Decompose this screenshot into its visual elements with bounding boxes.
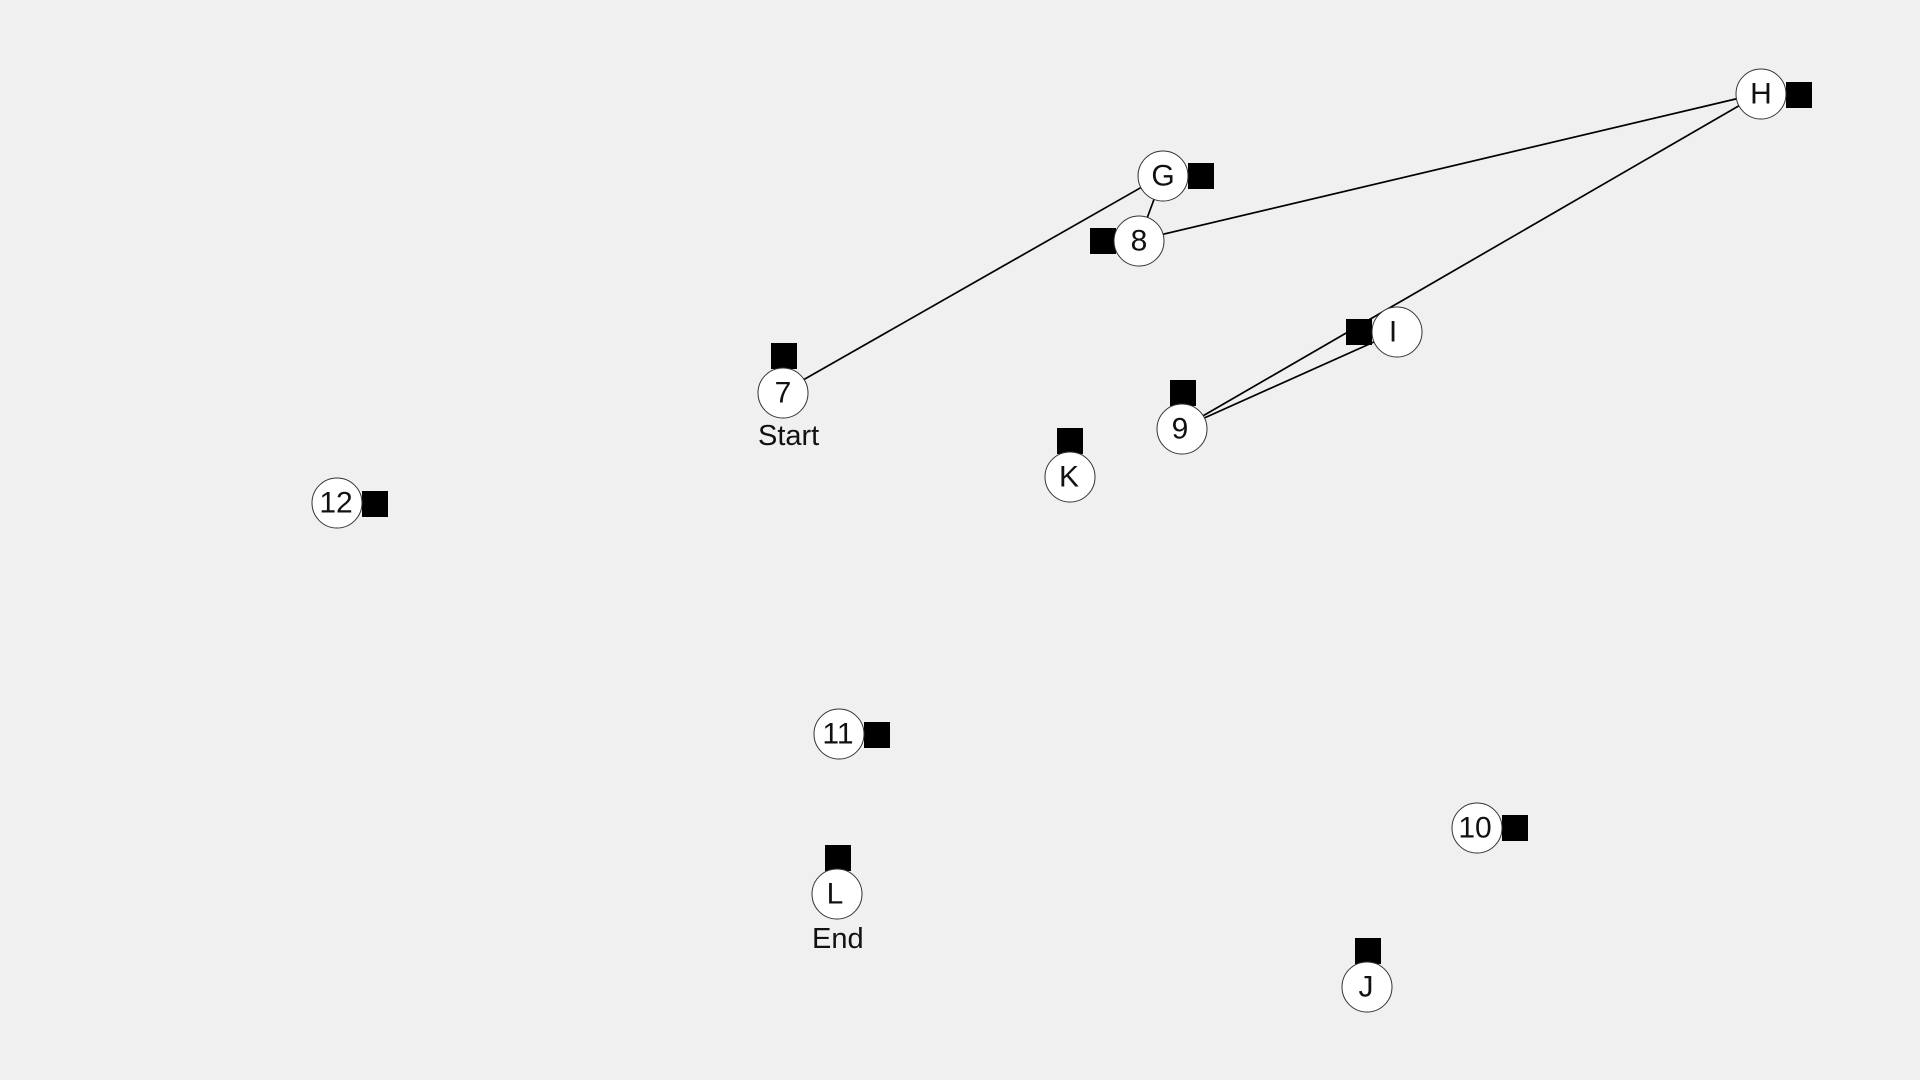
path-edges <box>781 92 1762 429</box>
node-7[interactable]: 7 <box>757 367 809 419</box>
node-12[interactable]: 12 <box>311 477 363 529</box>
marker-square-k <box>1057 428 1083 454</box>
end-caption: End <box>812 923 864 955</box>
node-8[interactable]: 8 <box>1113 215 1165 267</box>
marker-square-11 <box>864 722 890 748</box>
node-circle[interactable] <box>757 367 809 419</box>
node-circle[interactable] <box>1113 215 1165 267</box>
node-k[interactable]: K <box>1044 451 1096 503</box>
marker-square-8 <box>1090 228 1116 254</box>
path-edge-9-I <box>1181 332 1395 429</box>
node-circle[interactable] <box>1371 306 1423 358</box>
marker-square-9 <box>1170 380 1196 406</box>
marker-square-h <box>1786 82 1812 108</box>
node-circle[interactable] <box>1735 68 1787 120</box>
path-edge-7-G <box>781 174 1164 393</box>
node-circle[interactable] <box>1451 802 1503 854</box>
marker-square-l <box>825 845 851 871</box>
path-edge-H-9 <box>1181 92 1762 429</box>
node-circle[interactable] <box>311 477 363 529</box>
node-g[interactable]: G <box>1137 150 1189 202</box>
node-h[interactable]: H <box>1735 68 1787 120</box>
marker-square-7 <box>771 343 797 369</box>
node-10[interactable]: 10 <box>1451 802 1503 854</box>
node-i[interactable]: I <box>1371 306 1423 358</box>
node-circle[interactable] <box>1044 451 1096 503</box>
marker-square-12 <box>362 491 388 517</box>
node-circle[interactable] <box>811 868 863 920</box>
node-l[interactable]: L <box>811 868 863 920</box>
node-circle[interactable] <box>1137 150 1189 202</box>
marker-square-10 <box>1502 815 1528 841</box>
node-circle[interactable] <box>813 708 865 760</box>
node-11[interactable]: 11 <box>813 708 865 760</box>
node-markers <box>362 82 1812 964</box>
marker-square-i <box>1346 319 1372 345</box>
marker-square-j <box>1355 938 1381 964</box>
start-caption: Start <box>758 420 819 452</box>
path-edge-8-H <box>1138 92 1762 241</box>
marker-square-g <box>1188 163 1214 189</box>
node-9[interactable]: 9 <box>1156 403 1208 455</box>
node-circle[interactable] <box>1156 403 1208 455</box>
node-circle[interactable] <box>1341 961 1393 1013</box>
node-j[interactable]: J <box>1341 961 1393 1013</box>
